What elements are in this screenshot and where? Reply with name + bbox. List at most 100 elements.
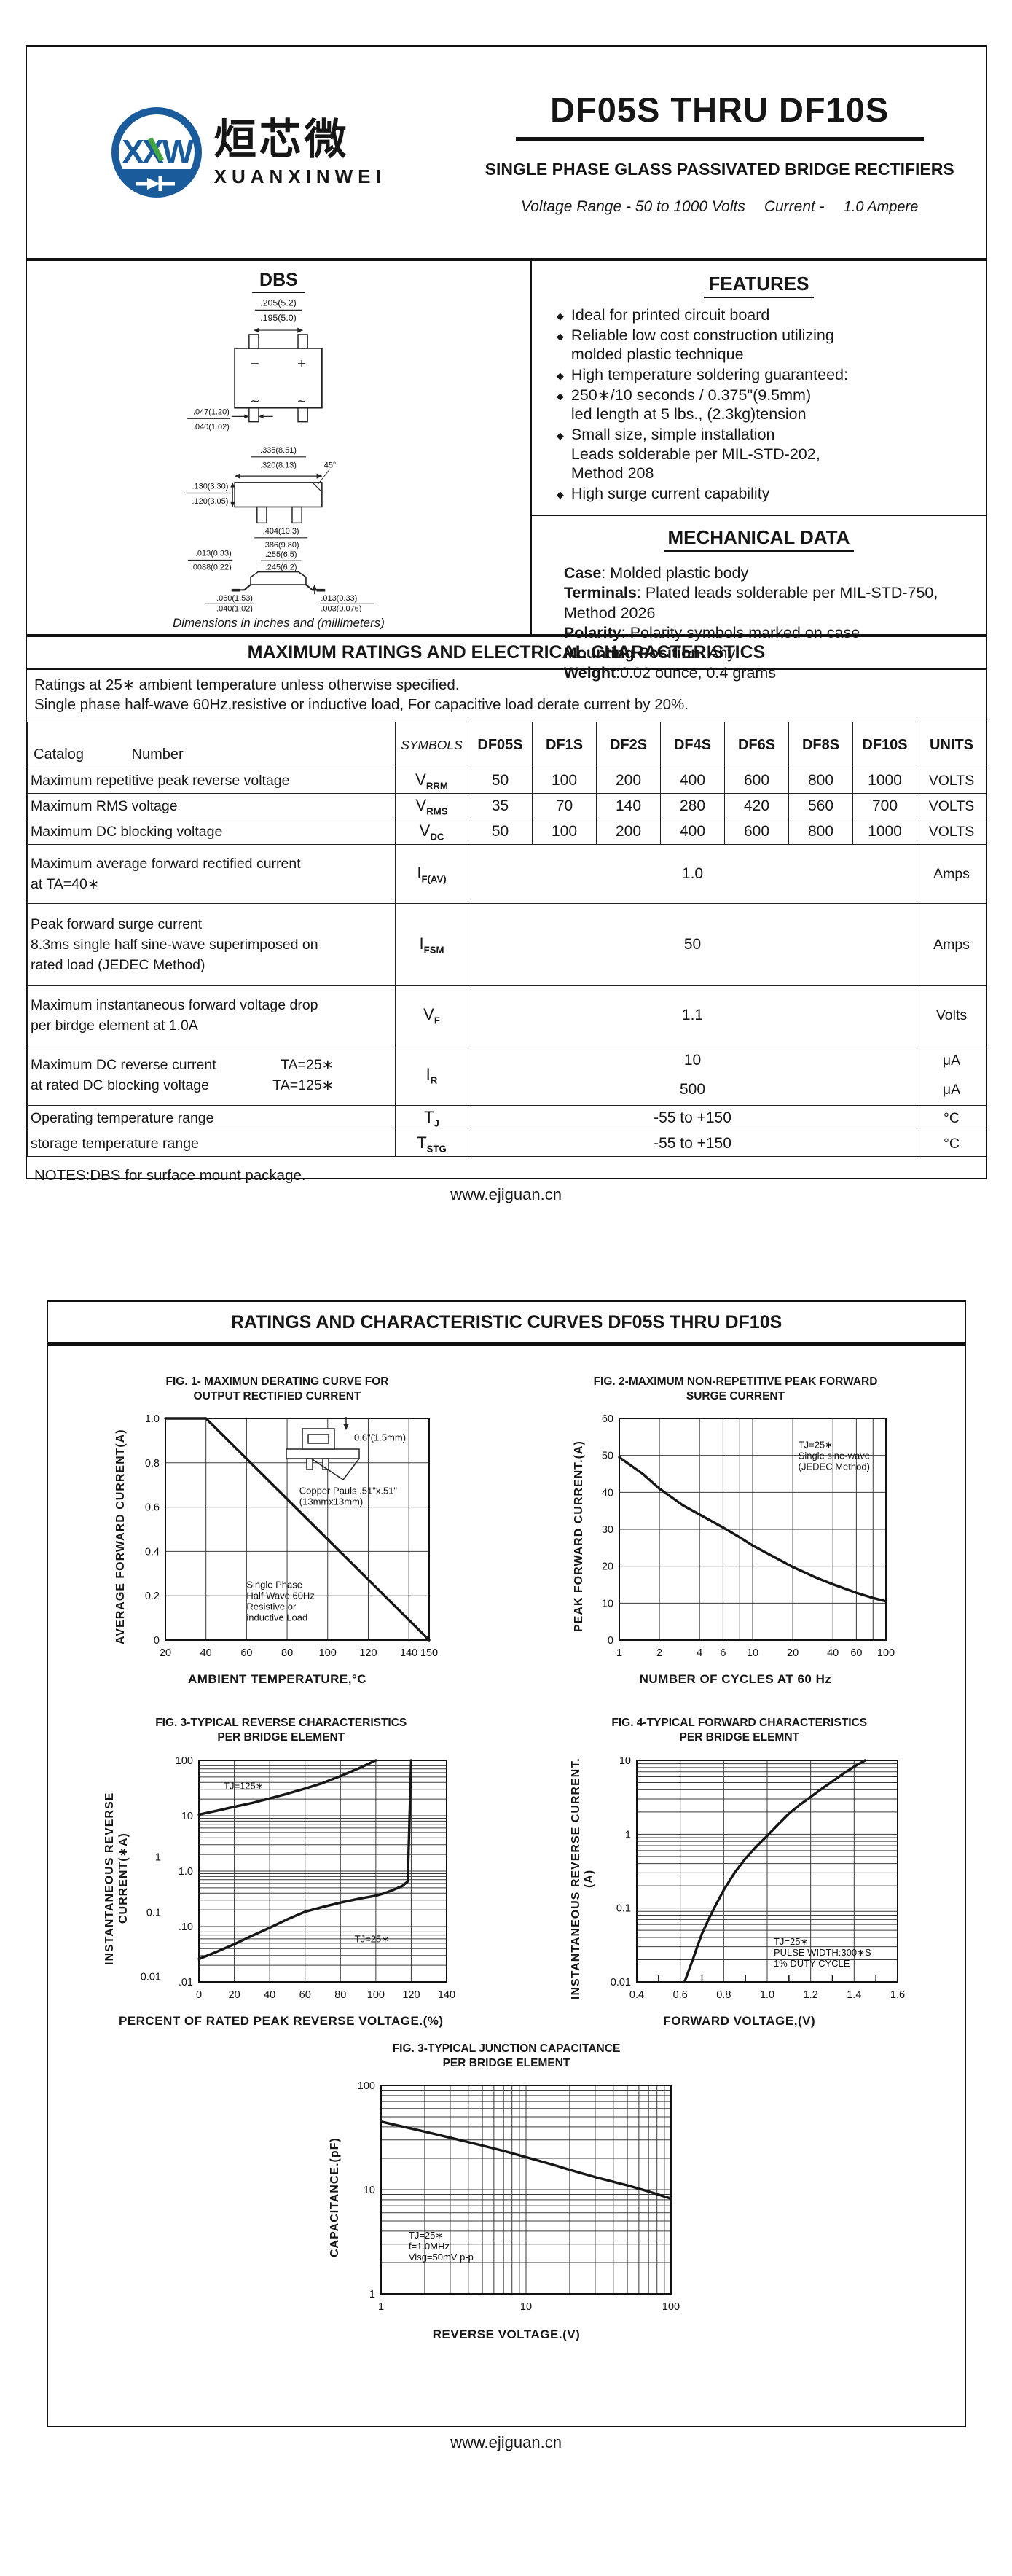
brand-name-cn: 烜芯微 bbox=[213, 116, 350, 163]
svg-text:f=1.0MHz: f=1.0MHz bbox=[409, 2241, 450, 2252]
datasheet-page-1: XXW 烜芯微 XUANXINWEI DF05S THRU DF10S SING… bbox=[26, 45, 987, 1184]
svg-text:100: 100 bbox=[358, 2080, 375, 2092]
range-line: Voltage Range - 50 to 1000 Volts Current… bbox=[521, 198, 918, 216]
package-outline-drawing: .205(5.2) .195(5.0) − + ~ ~ .047(1.20) .… bbox=[186, 298, 374, 614]
logo-mark-icon: XXW bbox=[111, 107, 202, 198]
part-number-title: DF05S THRU DF10S bbox=[550, 90, 890, 129]
col-part: DF8S bbox=[788, 722, 853, 769]
list-item: ◆ High surge current capability bbox=[556, 484, 770, 502]
svg-text:1% DUTY CYCLE: 1% DUTY CYCLE bbox=[774, 1957, 850, 1968]
table-row: Maximum DC blocking voltage VDC 50 100 200… bbox=[27, 819, 986, 846]
dim-label: .404(10.3) bbox=[263, 527, 299, 536]
svg-text:10: 10 bbox=[364, 2185, 375, 2196]
chamfer-angle: 45° bbox=[324, 461, 337, 469]
figure-3: FIG. 3-TYPICAL REVERSE CHARACTERISTICS PE… bbox=[103, 1716, 458, 2028]
table-row: Maximum DC reverse current TA=25∗ at rate… bbox=[27, 1045, 986, 1106]
svg-text:.10: .10 bbox=[179, 1921, 193, 1933]
svg-text:80: 80 bbox=[281, 1647, 293, 1659]
fig5-y-axis-label: CAPACITANCE.(pF) bbox=[329, 2137, 341, 2258]
svg-text:Resistive or: Resistive or bbox=[246, 1601, 297, 1612]
svg-text:10: 10 bbox=[181, 1811, 193, 1822]
ratings-table: Catalog Number SYMBOLS DF05S DF1S DF2S D… bbox=[27, 722, 986, 1158]
svg-text:Copper Pauls .51"x.51": Copper Pauls .51"x.51" bbox=[299, 1486, 397, 1496]
svg-text:1: 1 bbox=[625, 1829, 631, 1841]
package-name: DBS bbox=[252, 268, 305, 293]
svg-text:100: 100 bbox=[176, 1755, 193, 1767]
svg-text:1.0: 1.0 bbox=[144, 1413, 159, 1425]
voltage-range: Voltage Range - 50 to 1000 Volts bbox=[521, 198, 745, 215]
svg-text:20: 20 bbox=[601, 1561, 613, 1573]
bullet-icon: ◆ bbox=[556, 330, 564, 342]
brand-logo: XXW 烜芯微 XUANXINWEI bbox=[27, 47, 468, 258]
bullet-icon: ◆ bbox=[556, 429, 564, 441]
fig2-x-axis-label: NUMBER OF CYCLES AT 60 Hz bbox=[639, 1672, 832, 1687]
brand-name-en: XUANXINWEI bbox=[213, 165, 386, 187]
svg-text:1: 1 bbox=[369, 2289, 375, 2300]
svg-text:0.6"(1.5mm): 0.6"(1.5mm) bbox=[353, 1432, 405, 1443]
fig5-x-axis-label: REVERSE VOLTAGE.(V) bbox=[432, 2327, 581, 2341]
svg-text:PULSE WIDTH:300∗S: PULSE WIDTH:300∗S bbox=[774, 1946, 871, 1957]
table-row: Peak forward surge current 8.3ms single h… bbox=[27, 903, 986, 987]
svg-text:.01: .01 bbox=[179, 1977, 193, 1988]
svg-text:140: 140 bbox=[400, 1647, 417, 1659]
polarity-minus: − bbox=[251, 356, 260, 370]
current-label: Current - bbox=[764, 198, 825, 215]
dim-label: .130(3.30) bbox=[192, 483, 229, 491]
table-header-row: Catalog Number SYMBOLS DF05S DF1S DF2S D… bbox=[27, 722, 986, 769]
svg-text:1: 1 bbox=[616, 1647, 621, 1659]
datasheet-page-2: RATINGS AND CHARACTERISTIC CURVES DF05S … bbox=[47, 1300, 966, 2427]
dim-label: .120(3.05) bbox=[192, 497, 229, 506]
svg-text:60: 60 bbox=[240, 1647, 252, 1659]
package-drawing-section: DBS .205(5.2) .195(5.0) − + ~ ~ .047(1.2… bbox=[27, 261, 530, 634]
svg-text:TJ=25∗: TJ=25∗ bbox=[798, 1440, 832, 1451]
svg-text:TJ=25∗: TJ=25∗ bbox=[774, 1935, 808, 1946]
col-units: UNITS bbox=[917, 722, 986, 769]
dim-label: .335(8.51) bbox=[261, 446, 297, 455]
svg-text:1.0: 1.0 bbox=[760, 1989, 774, 2001]
fig2-y-axis-label: PEAK FORWARD CURRENT.(A) bbox=[572, 1440, 585, 1633]
fig2-chart: 1 2 4 6 10 20 40 60 100 0 10 20 30 40 50 60 TJ=25∗Single… bbox=[601, 1413, 894, 1659]
svg-text:40: 40 bbox=[827, 1647, 839, 1659]
features-title: FEATURES bbox=[704, 273, 814, 298]
svg-text:1: 1 bbox=[155, 1851, 161, 1863]
col-part: DF4S bbox=[660, 722, 725, 769]
col-catalog: Catalog bbox=[34, 746, 84, 763]
svg-text:TJ=125∗: TJ=125∗ bbox=[224, 1780, 264, 1791]
list-item: ◆ High temperature soldering guaranteed: bbox=[556, 365, 848, 383]
svg-text:0: 0 bbox=[196, 1989, 202, 2001]
svg-text:10: 10 bbox=[520, 2301, 532, 2313]
table-row: Maximum RMS voltage VRMS 35 70 140 280 420 56… bbox=[27, 793, 986, 820]
svg-text:0.1: 0.1 bbox=[616, 1902, 631, 1914]
svg-text:60: 60 bbox=[601, 1413, 613, 1425]
website-footer: www.ejiguan.cn bbox=[450, 1185, 562, 1203]
ac-mark: ~ bbox=[251, 394, 260, 407]
svg-text:80: 80 bbox=[334, 1989, 346, 2001]
svg-text:0.4: 0.4 bbox=[144, 1547, 159, 1558]
dim-label: .386(9.80) bbox=[263, 541, 299, 550]
diode-symbol-icon bbox=[146, 178, 160, 190]
subtitle: SINGLE PHASE GLASS PASSIVATED BRIDGE REC… bbox=[485, 159, 954, 179]
svg-text:0.6: 0.6 bbox=[144, 1502, 159, 1514]
svg-text:40: 40 bbox=[601, 1488, 613, 1499]
dim-label: .0088(0.22) bbox=[191, 563, 232, 572]
svg-text:0.01: 0.01 bbox=[611, 1977, 631, 1988]
header: XXW 烜芯微 XUANXINWEI DF05S THRU DF10S SING… bbox=[27, 47, 986, 261]
svg-text:40: 40 bbox=[264, 1989, 275, 2001]
list-item: ◆ Small size, simple installation Leads s… bbox=[556, 425, 820, 483]
dim-label: .195(5.0) bbox=[261, 313, 297, 323]
col-part: DF1S bbox=[532, 722, 597, 769]
mech-line: Weight:0.02 ounce, 0.4 grams bbox=[563, 664, 777, 682]
features-list: ◆ Ideal for printed circuit board ◆ Reliab… bbox=[557, 305, 986, 504]
col-part: DF10S bbox=[852, 722, 917, 769]
svg-text:10: 10 bbox=[746, 1647, 758, 1659]
svg-text:100: 100 bbox=[318, 1647, 336, 1659]
svg-text:150: 150 bbox=[420, 1647, 437, 1659]
fig4-y-axis-label: INSTANTANEOUS REVERSE CURRENT.(A) bbox=[569, 1757, 595, 1999]
svg-text:120: 120 bbox=[403, 1989, 420, 2001]
svg-text:20: 20 bbox=[159, 1647, 170, 1659]
svg-text:10: 10 bbox=[619, 1755, 631, 1767]
dim-label: .013(0.33) bbox=[195, 550, 232, 558]
mech-line: Polarity: Polarity symbols marked on cas… bbox=[563, 624, 860, 642]
table-notes: NOTES:DBS for surface mount package. bbox=[34, 1167, 306, 1184]
list-item: ◆ Ideal for printed circuit board bbox=[556, 306, 770, 324]
